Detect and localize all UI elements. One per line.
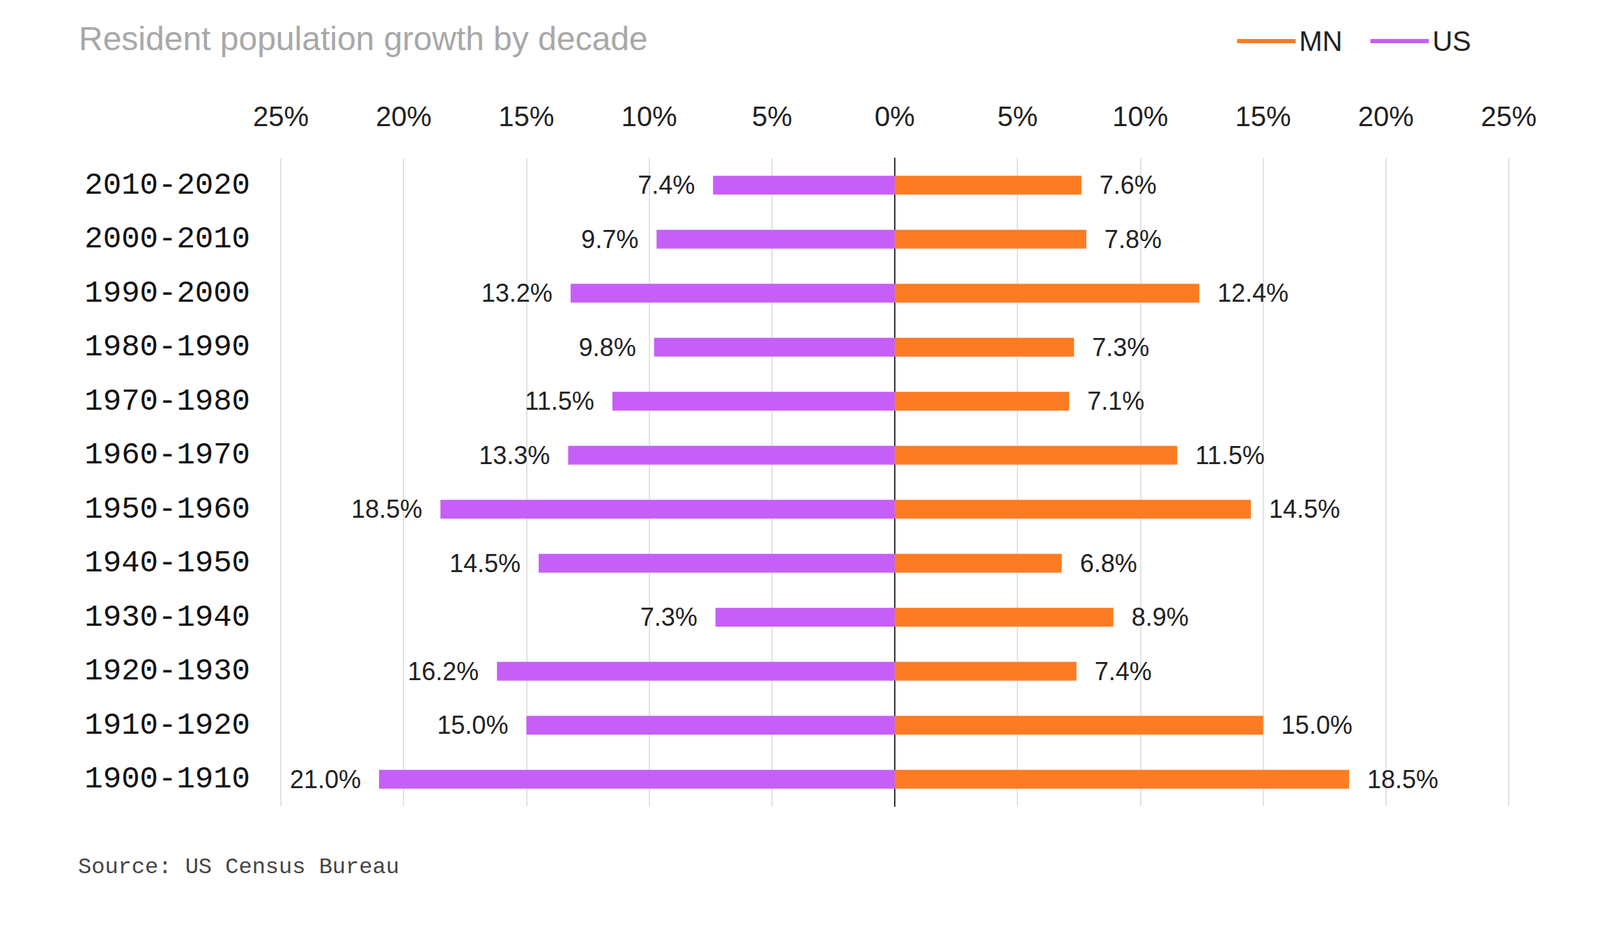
- svg-text:15%: 15%: [498, 101, 555, 132]
- svg-text:1970-1980: 1970-1980: [84, 383, 251, 419]
- svg-text:5%: 5%: [751, 101, 793, 132]
- svg-text:10%: 10%: [1112, 101, 1168, 132]
- svg-text:11.5%: 11.5%: [1195, 441, 1265, 470]
- svg-text:1910-1920: 1910-1920: [84, 708, 251, 743]
- svg-text:14.5%: 14.5%: [449, 549, 521, 578]
- svg-text:15%: 15%: [1235, 101, 1292, 132]
- svg-text:1960-1970: 1960-1970: [84, 437, 251, 473]
- svg-text:16.2%: 16.2%: [407, 657, 479, 686]
- svg-text:15.0%: 15.0%: [436, 710, 509, 740]
- svg-text:20%: 20%: [375, 101, 432, 132]
- svg-text:1990-2000: 1990-2000: [84, 275, 251, 311]
- svg-text:7.3%: 7.3%: [1091, 333, 1150, 362]
- svg-text:1950-1960: 1950-1960: [84, 491, 251, 527]
- svg-text:18.5%: 18.5%: [1367, 765, 1439, 794]
- svg-text:7.8%: 7.8%: [1104, 225, 1162, 254]
- svg-text:1920-1930: 1920-1930: [84, 653, 251, 689]
- svg-text:6.8%: 6.8%: [1080, 549, 1138, 578]
- svg-text:9.8%: 9.8%: [579, 333, 637, 362]
- svg-text:MN: MN: [1298, 25, 1343, 57]
- svg-text:1940-1950: 1940-1950: [84, 545, 251, 581]
- svg-text:7.6%: 7.6%: [1099, 170, 1157, 200]
- svg-text:8.9%: 8.9%: [1131, 602, 1189, 632]
- svg-text:1900-1910: 1900-1910: [84, 761, 251, 797]
- svg-text:13.3%: 13.3%: [478, 441, 550, 470]
- svg-text:9.7%: 9.7%: [581, 225, 639, 254]
- svg-text:0%: 0%: [874, 101, 915, 132]
- svg-text:7.1%: 7.1%: [1087, 386, 1145, 416]
- svg-text:5%: 5%: [997, 101, 1038, 132]
- svg-text:20%: 20%: [1358, 101, 1414, 132]
- svg-text:7.4%: 7.4%: [637, 170, 695, 200]
- svg-text:2000-2010: 2000-2010: [84, 221, 251, 257]
- svg-text:11.5%: 11.5%: [524, 386, 594, 416]
- svg-text:2010-2020: 2010-2020: [84, 167, 251, 203]
- svg-text:Resident population growth by: Resident population growth by decade: [78, 20, 649, 58]
- svg-text:10%: 10%: [621, 101, 678, 132]
- svg-text:Source: US Census Bureau: Source: US Census Bureau: [78, 854, 400, 881]
- svg-text:13.2%: 13.2%: [481, 278, 553, 308]
- svg-text:7.4%: 7.4%: [1094, 657, 1152, 686]
- svg-text:7.3%: 7.3%: [640, 602, 698, 632]
- svg-text:25%: 25%: [252, 101, 309, 132]
- svg-text:21.0%: 21.0%: [289, 765, 361, 794]
- svg-text:14.5%: 14.5%: [1268, 494, 1341, 524]
- svg-text:US: US: [1432, 25, 1472, 57]
- svg-text:25%: 25%: [1480, 101, 1537, 132]
- svg-text:12.4%: 12.4%: [1217, 278, 1289, 308]
- svg-text:18.5%: 18.5%: [351, 494, 423, 524]
- svg-text:1980-1990: 1980-1990: [84, 329, 251, 365]
- svg-text:1930-1940: 1930-1940: [84, 600, 251, 635]
- svg-text:15.0%: 15.0%: [1281, 710, 1353, 740]
